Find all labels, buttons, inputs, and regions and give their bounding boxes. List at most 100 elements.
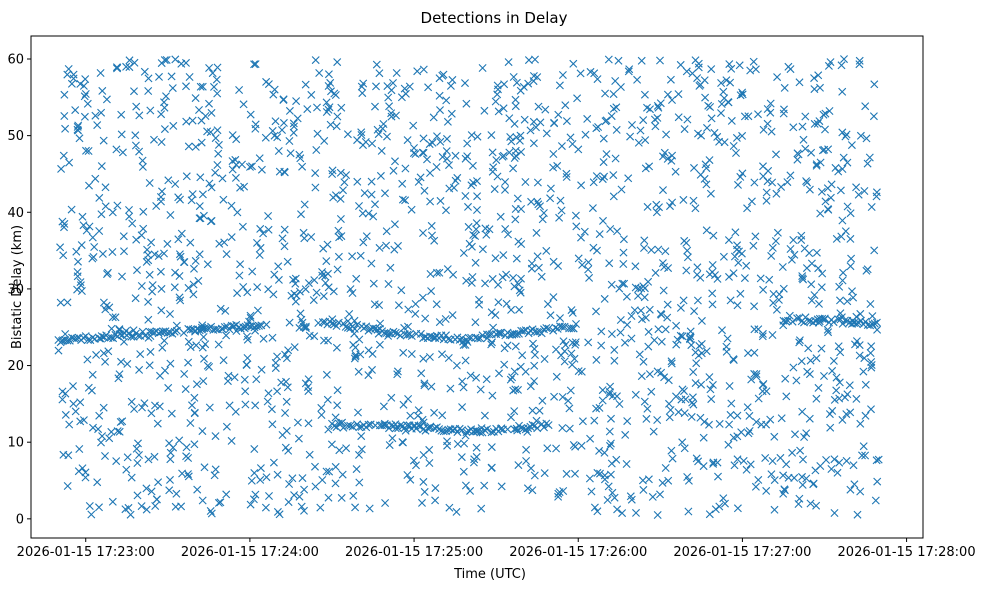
data-point <box>648 492 657 501</box>
data-point <box>860 187 869 195</box>
data-point <box>483 425 491 434</box>
data-point <box>318 268 327 276</box>
data-point <box>95 503 103 512</box>
data-point <box>654 103 663 112</box>
data-point <box>856 487 865 496</box>
data-point <box>133 459 142 467</box>
data-point <box>78 212 87 221</box>
data-point <box>433 268 441 277</box>
data-point <box>680 409 689 418</box>
data-point <box>58 395 67 404</box>
data-point <box>297 210 305 219</box>
data-point <box>659 152 667 161</box>
data-point <box>524 79 533 88</box>
data-point <box>99 349 108 358</box>
data-point <box>426 169 434 177</box>
data-point <box>679 195 688 204</box>
data-point <box>750 178 759 187</box>
data-point <box>419 425 428 434</box>
data-point <box>393 370 402 379</box>
data-point <box>198 325 206 334</box>
data-point <box>135 365 144 374</box>
data-point <box>89 253 98 261</box>
data-point <box>214 340 223 349</box>
data-point <box>155 72 163 81</box>
data-point <box>293 418 302 427</box>
data-point <box>138 403 146 412</box>
data-point <box>460 439 469 448</box>
data-point <box>87 510 96 519</box>
data-point <box>699 462 708 471</box>
data-point <box>170 283 179 292</box>
data-point <box>595 446 604 455</box>
data-point <box>182 58 190 67</box>
data-point <box>855 60 864 69</box>
data-point <box>160 336 169 345</box>
data-point <box>722 342 731 351</box>
data-point <box>151 502 160 510</box>
data-point <box>615 400 624 408</box>
data-point <box>184 283 193 292</box>
data-point <box>873 477 882 486</box>
data-point <box>195 250 204 259</box>
data-point <box>319 292 328 301</box>
data-point <box>867 361 876 369</box>
data-point <box>750 325 759 334</box>
data-point <box>873 325 882 334</box>
scatter-points <box>54 55 883 519</box>
data-point <box>826 58 835 67</box>
data-point <box>122 62 131 71</box>
data-point <box>706 189 715 198</box>
data-point <box>429 113 438 122</box>
data-point <box>499 104 508 113</box>
data-point <box>275 510 284 519</box>
data-point <box>428 231 436 240</box>
data-point <box>157 306 166 315</box>
data-point <box>541 105 550 114</box>
data-point <box>413 67 422 76</box>
data-point <box>458 403 467 412</box>
data-point <box>813 119 822 128</box>
data-point <box>832 373 841 382</box>
data-point <box>188 190 197 199</box>
data-point <box>491 311 500 320</box>
data-point <box>520 115 529 124</box>
data-point <box>351 503 360 512</box>
data-point <box>378 124 387 133</box>
data-point <box>167 72 176 81</box>
data-point <box>300 200 309 209</box>
data-point <box>426 270 435 278</box>
data-point <box>438 350 446 359</box>
data-point <box>77 287 86 295</box>
data-point <box>414 406 423 415</box>
data-point <box>841 393 849 402</box>
data-point <box>235 271 244 280</box>
data-point <box>331 91 340 99</box>
data-point <box>656 56 664 65</box>
data-point <box>709 231 718 240</box>
data-point <box>868 312 877 321</box>
data-point <box>446 384 455 393</box>
data-point <box>115 330 124 339</box>
data-point <box>133 491 142 500</box>
data-point <box>364 209 373 218</box>
data-point <box>385 441 394 450</box>
data-point <box>97 162 106 171</box>
data-point <box>403 136 412 145</box>
data-point <box>264 212 273 220</box>
data-point <box>843 202 852 211</box>
data-point <box>644 342 653 351</box>
data-point <box>509 164 518 173</box>
data-point <box>324 269 332 278</box>
data-point <box>318 476 327 484</box>
data-point <box>598 175 607 184</box>
data-point <box>420 186 429 195</box>
data-point <box>451 151 460 160</box>
data-point <box>299 228 308 237</box>
data-point <box>473 206 481 214</box>
data-point <box>74 467 83 476</box>
data-point <box>777 414 786 423</box>
data-point <box>364 420 373 429</box>
data-point <box>381 499 390 507</box>
data-point <box>846 485 855 494</box>
